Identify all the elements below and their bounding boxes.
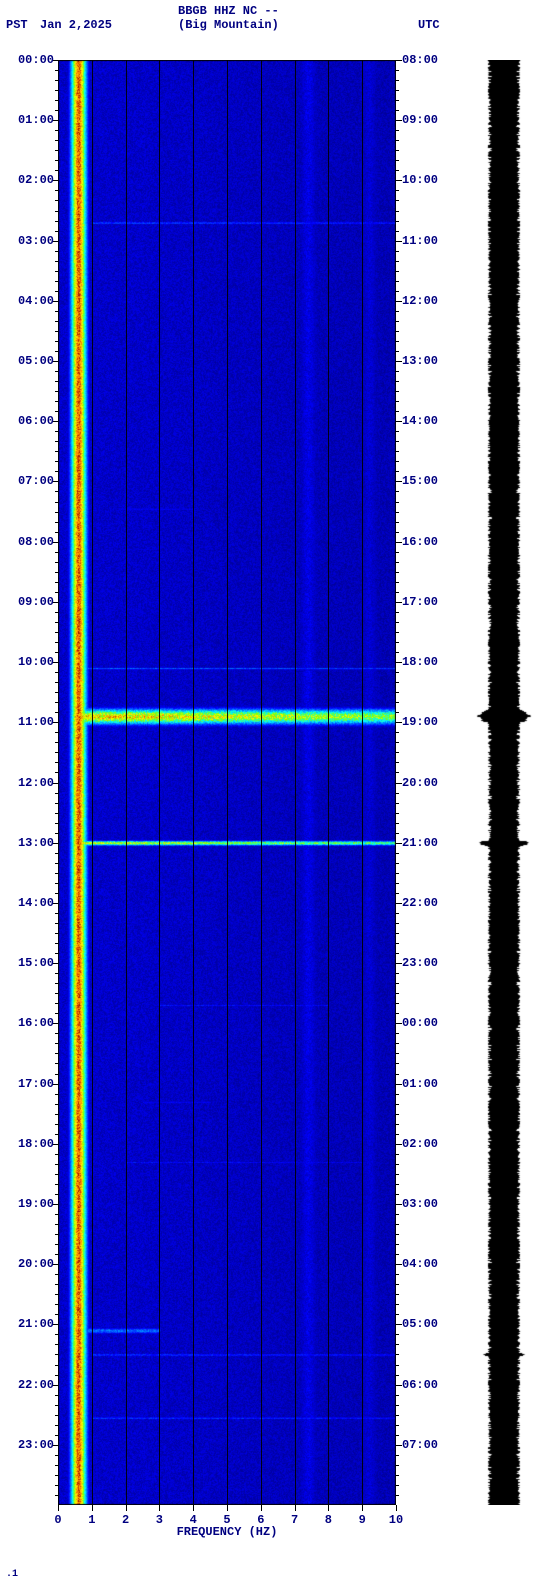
utc-hour-label: 18:00 (402, 655, 438, 669)
utc-hour-label: 09:00 (402, 113, 438, 127)
pst-hour-label: 19:00 (18, 1197, 54, 1211)
seismogram-canvas (464, 60, 544, 1505)
utc-hour-label: 21:00 (402, 836, 438, 850)
utc-hour-label: 22:00 (402, 896, 438, 910)
freq-tick-label: 2 (122, 1513, 129, 1527)
utc-hour-label: 11:00 (402, 234, 438, 248)
utc-hour-label: 15:00 (402, 474, 438, 488)
spectrogram-canvas (58, 60, 396, 1505)
date-label: Jan 2,2025 (40, 18, 112, 32)
utc-hour-label: 01:00 (402, 1077, 438, 1091)
utc-hour-label: 02:00 (402, 1137, 438, 1151)
freq-tick-label: 7 (291, 1513, 298, 1527)
pst-hour-label: 07:00 (18, 474, 54, 488)
station-name: (Big Mountain) (178, 18, 279, 32)
pst-hour-label: 09:00 (18, 595, 54, 609)
pst-hour-label: 00:00 (18, 53, 54, 67)
pst-hour-label: 15:00 (18, 956, 54, 970)
pst-hour-label: 11:00 (18, 715, 54, 729)
left-timezone-label: PST (6, 18, 28, 32)
pst-hour-label: 20:00 (18, 1257, 54, 1271)
utc-hour-label: 08:00 (402, 53, 438, 67)
freq-tick-label: 1 (88, 1513, 95, 1527)
freq-tick-label: 0 (54, 1513, 61, 1527)
pst-hour-label: 05:00 (18, 354, 54, 368)
utc-hour-label: 20:00 (402, 776, 438, 790)
freq-tick-label: 5 (223, 1513, 230, 1527)
pst-hour-label: 01:00 (18, 113, 54, 127)
utc-hour-label: 10:00 (402, 173, 438, 187)
utc-hour-label: 14:00 (402, 414, 438, 428)
pst-hour-label: 14:00 (18, 896, 54, 910)
pst-hour-label: 22:00 (18, 1378, 54, 1392)
utc-hour-label: 13:00 (402, 354, 438, 368)
pst-hour-label: 04:00 (18, 294, 54, 308)
x-axis-title: FREQUENCY (HZ) (58, 1525, 396, 1539)
pst-hour-label: 13:00 (18, 836, 54, 850)
pst-hour-label: 02:00 (18, 173, 54, 187)
pst-hour-label: 08:00 (18, 535, 54, 549)
pst-hour-label: 10:00 (18, 655, 54, 669)
utc-hour-label: 06:00 (402, 1378, 438, 1392)
freq-tick-label: 8 (325, 1513, 332, 1527)
utc-hour-label: 12:00 (402, 294, 438, 308)
freq-tick-label: 6 (257, 1513, 264, 1527)
pst-hour-label: 23:00 (18, 1438, 54, 1452)
utc-hour-label: 17:00 (402, 595, 438, 609)
utc-hour-label: 00:00 (402, 1016, 438, 1030)
page-marker: .1 (6, 1569, 18, 1580)
utc-hour-label: 23:00 (402, 956, 438, 970)
utc-time-axis: 08:0009:0010:0011:0012:0013:0014:0015:00… (396, 60, 456, 1505)
utc-hour-label: 19:00 (402, 715, 438, 729)
freq-tick-label: 4 (190, 1513, 197, 1527)
station-code: BBGB HHZ NC -- (178, 4, 279, 18)
pst-hour-label: 16:00 (18, 1016, 54, 1030)
freq-tick-label: 3 (156, 1513, 163, 1527)
pst-hour-label: 21:00 (18, 1317, 54, 1331)
seismogram-panel (464, 60, 544, 1505)
pst-hour-label: 06:00 (18, 414, 54, 428)
freq-tick-label: 10 (389, 1513, 403, 1527)
utc-hour-label: 04:00 (402, 1257, 438, 1271)
utc-hour-label: 05:00 (402, 1317, 438, 1331)
pst-hour-label: 12:00 (18, 776, 54, 790)
pst-hour-label: 03:00 (18, 234, 54, 248)
utc-hour-label: 07:00 (402, 1438, 438, 1452)
pst-hour-label: 17:00 (18, 1077, 54, 1091)
pst-hour-label: 18:00 (18, 1137, 54, 1151)
right-timezone-label: UTC (418, 18, 440, 32)
freq-tick-label: 9 (359, 1513, 366, 1527)
spectrogram-plot (58, 60, 396, 1505)
utc-hour-label: 16:00 (402, 535, 438, 549)
pst-time-axis: 00:0001:0002:0003:0004:0005:0006:0007:00… (0, 60, 58, 1505)
utc-hour-label: 03:00 (402, 1197, 438, 1211)
